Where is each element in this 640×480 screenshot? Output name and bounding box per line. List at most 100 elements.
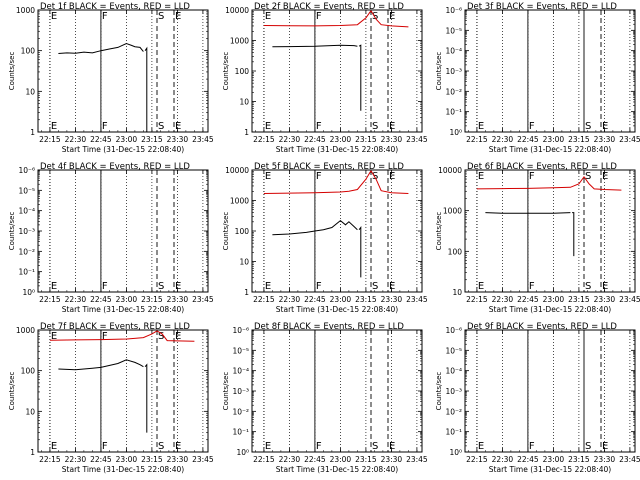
marker-label-bottom: F — [529, 441, 535, 452]
events-series-line — [58, 42, 144, 54]
x-tick-label: 22:45 — [517, 135, 539, 144]
y-tick-label: 10000 — [225, 6, 249, 15]
marker-label-bottom: E — [51, 441, 57, 452]
x-tick-label: 23:15 — [568, 455, 590, 464]
y-tick-label: 10⁻² — [18, 247, 35, 256]
y-tick-label: 100 — [21, 47, 36, 56]
x-tick-label: 23:00 — [116, 455, 138, 464]
plot-frame — [37, 329, 209, 453]
x-tick-label: 23:45 — [406, 295, 428, 304]
x-tick-label: 22:15 — [39, 135, 61, 144]
x-tick-label: 23:15 — [141, 295, 163, 304]
marker-label-bottom: S — [585, 281, 591, 292]
x-axis-label: Start Time (31-Dec-15 22:08:40) — [489, 305, 611, 314]
events-series-line — [58, 359, 144, 371]
marker-label-bottom: E — [602, 281, 608, 292]
y-tick-label: 1000 — [230, 197, 249, 206]
x-tick-label: 23:15 — [355, 135, 377, 144]
y-tick-label: 10 — [25, 87, 35, 96]
x-tick-label: 23:15 — [141, 455, 163, 464]
marker-label-top: E — [175, 11, 181, 22]
marker-label-bottom: F — [529, 121, 535, 132]
y-tick-label: 10⁻⁵ — [232, 346, 249, 355]
x-tick-label: 22:15 — [253, 135, 275, 144]
marker-label-top: E — [175, 331, 181, 342]
marker-label-bottom: F — [316, 121, 322, 132]
detector-panel-9: Det 9f BLACK = Events, RED = LLD 10⁰ 10⁻¹ 1… — [435, 322, 640, 474]
x-tick-label: 22:30 — [492, 455, 514, 464]
marker-label-top: F — [529, 171, 535, 182]
y-tick-label: 10⁻⁵ — [445, 26, 462, 35]
y-tick-label: 10⁻⁵ — [445, 346, 462, 355]
events-series-line — [358, 44, 362, 111]
y-axis-label: Counts/sec — [222, 52, 230, 91]
x-tick-label: 22:15 — [253, 455, 275, 464]
marker-label-bottom: E — [602, 121, 608, 132]
x-tick-label: 23:45 — [192, 135, 214, 144]
panel-title: Det 4f BLACK = Events, RED = LLD — [40, 162, 190, 172]
x-tick-label: 23:00 — [543, 455, 565, 464]
y-tick-label: 10⁻² — [445, 87, 462, 96]
marker-label-bottom: E — [175, 281, 181, 292]
x-tick-label: 23:15 — [355, 455, 377, 464]
marker-label-bottom: E — [602, 441, 608, 452]
x-tick-label: 23:15 — [568, 135, 590, 144]
x-axis-label: Start Time (31-Dec-15 22:08:40) — [62, 465, 184, 474]
x-tick-label: 23:30 — [381, 135, 403, 144]
y-axis-label: Counts/sec — [222, 372, 230, 411]
x-tick-label: 23:00 — [330, 295, 352, 304]
x-axis-label: Start Time (31-Dec-15 22:08:40) — [276, 145, 398, 154]
plot-frame — [464, 329, 636, 453]
marker-label-top: S — [585, 171, 591, 182]
x-tick-label: 22:45 — [304, 455, 326, 464]
marker-label-bottom: S — [158, 281, 164, 292]
y-tick-label: 10⁰ — [236, 448, 249, 457]
events-series-line — [572, 212, 575, 257]
marker-label-bottom: E — [265, 281, 271, 292]
y-axis-label: Counts/sec — [435, 52, 443, 91]
marker-label-bottom: F — [529, 281, 535, 292]
x-tick-label: 22:15 — [39, 455, 61, 464]
marker-label-top: E — [389, 171, 395, 182]
y-tick-label: 10⁻⁶ — [445, 326, 462, 335]
y-tick-label: 10⁻² — [232, 407, 249, 416]
y-tick-label: 1000 — [16, 326, 35, 335]
plot-frame — [37, 169, 209, 293]
marker-label-top: E — [265, 171, 271, 182]
x-tick-label: 22:30 — [65, 455, 87, 464]
x-axis-label: Start Time (31-Dec-15 22:08:40) — [62, 305, 184, 314]
x-tick-label: 22:30 — [279, 455, 301, 464]
x-tick-label: 22:15 — [39, 295, 61, 304]
marker-label-top: E — [265, 11, 271, 22]
detector-panel-8: Det 8f BLACK = Events, RED = LLD 10⁰ 10⁻¹ 1… — [222, 322, 428, 474]
x-tick-label: 23:45 — [619, 295, 640, 304]
y-tick-label: 1000 — [16, 6, 35, 15]
y-axis-label: Counts/sec — [8, 212, 16, 251]
x-tick-label: 23:15 — [568, 295, 590, 304]
panel-title: Det 5f BLACK = Events, RED = LLD — [254, 162, 404, 172]
x-tick-label: 23:30 — [594, 295, 616, 304]
x-tick-label: 23:30 — [594, 135, 616, 144]
marker-label-top: E — [51, 331, 57, 342]
y-tick-label: 10⁻³ — [445, 387, 462, 396]
y-tick-label: 10⁻⁴ — [445, 367, 462, 376]
detector-panel-6: Det 6f BLACK = Events, RED = LLD 10 100 100… — [435, 162, 640, 314]
x-tick-label: 23:30 — [167, 135, 189, 144]
y-axis-label: Counts/sec — [8, 372, 16, 411]
y-tick-label: 10⁻² — [445, 407, 462, 416]
x-axis-label: Start Time (31-Dec-15 22:08:40) — [489, 465, 611, 474]
detector-panel-2: Det 2f BLACK = Events, RED = LLD 1 10 100 10… — [222, 2, 428, 154]
detector-panel-3: Det 3f BLACK = Events, RED = LLD 10⁰ 10⁻¹ 1… — [435, 2, 640, 154]
y-tick-label: 10⁻³ — [445, 67, 462, 76]
x-tick-label: 22:15 — [253, 295, 275, 304]
x-tick-label: 22:30 — [279, 135, 301, 144]
marker-label-top: S — [372, 11, 378, 22]
x-tick-label: 23:30 — [594, 455, 616, 464]
y-tick-label: 10⁻⁶ — [445, 6, 462, 15]
x-tick-label: 22:15 — [466, 135, 488, 144]
x-tick-label: 22:15 — [466, 295, 488, 304]
marker-label-bottom: E — [175, 121, 181, 132]
y-tick-label: 10 — [239, 98, 249, 107]
panel-title: Det 8f BLACK = Events, RED = LLD — [254, 322, 404, 332]
